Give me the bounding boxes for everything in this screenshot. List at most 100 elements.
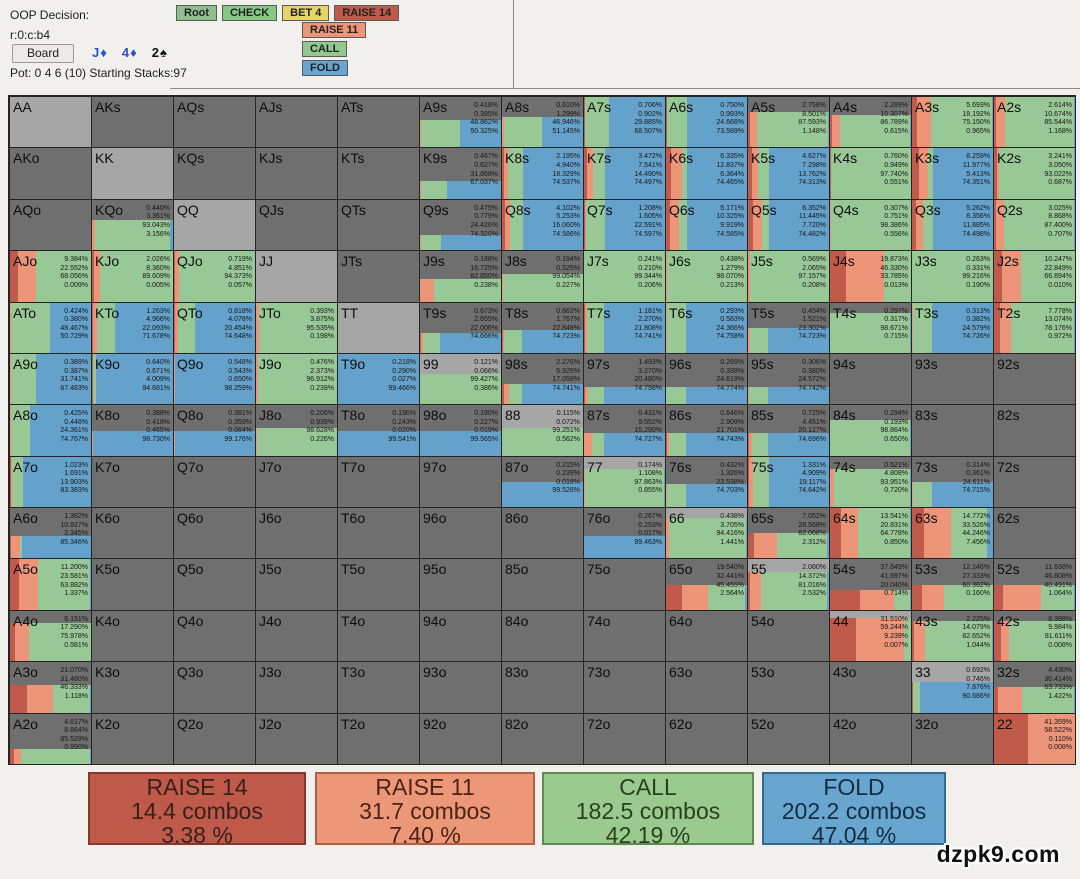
cell-a7o[interactable]: A7o 1.023% 1.691% 13.903% 83.383% bbox=[10, 456, 92, 509]
cell-q9o[interactable]: Q9o 0.548% 0.543% 0.650% 98.259% bbox=[174, 353, 256, 406]
cell-t9s[interactable]: T9s 0.673% 2.655% 22.006% 74.666% bbox=[420, 302, 502, 354]
cell-53o[interactable]: 53o bbox=[748, 662, 830, 714]
cell-ats[interactable]: ATs bbox=[338, 97, 420, 149]
cell-t7s[interactable]: T7s 1.181% 2.270% 21.808% 74.741% bbox=[584, 302, 666, 354]
cell-93s[interactable]: 93s bbox=[912, 353, 994, 406]
cell-q6s[interactable]: Q6s 5.171% 10.325% 9.919% 74.585% bbox=[666, 199, 748, 252]
cell-62s[interactable]: 62s bbox=[994, 508, 1076, 560]
board-button[interactable]: Board bbox=[12, 44, 74, 63]
nav-raise-11-button[interactable]: RAISE 11 bbox=[302, 22, 367, 38]
cell-kts[interactable]: KTs bbox=[338, 148, 420, 200]
cell-66[interactable]: 66 0.438% 3.705% 94.416% 1.441% bbox=[666, 508, 748, 560]
cell-72o[interactable]: 72o bbox=[584, 713, 666, 765]
cell-54o[interactable]: 54o bbox=[748, 610, 830, 663]
cell-k3o[interactable]: K3o bbox=[92, 662, 174, 714]
cell-75o[interactable]: 75o bbox=[584, 559, 666, 611]
cell-98o[interactable]: 98o 0.190% 0.227% 0.019% 99.565% bbox=[420, 405, 502, 457]
cell-k3s[interactable]: K3s 8.259% 11.977% 5.413% 74.351% bbox=[912, 148, 994, 200]
cell-j9o[interactable]: J9o 0.476% 2.373% 96.912% 0.239% bbox=[256, 353, 338, 406]
cell-a4o[interactable]: A4o 6.151% 17.290% 75.978% 0.581% bbox=[10, 610, 92, 663]
cell-ato[interactable]: ATo 0.424% 0.380% 48.467% 50.729% bbox=[10, 302, 92, 354]
cell-kjs[interactable]: KJs bbox=[256, 148, 338, 200]
cell-64o[interactable]: 64o bbox=[666, 610, 748, 663]
cell-84o[interactable]: 84o bbox=[502, 610, 584, 663]
cell-62o[interactable]: 62o bbox=[666, 713, 748, 765]
cell-j7s[interactable]: J7s 0.241% 0.210% 99.344% 0.206% bbox=[584, 251, 666, 303]
cell-t5s[interactable]: T5s 0.454% 1.521% 23.302% 74.723% bbox=[748, 302, 830, 354]
cell-t4o[interactable]: T4o bbox=[338, 610, 420, 663]
cell-82s[interactable]: 82s bbox=[994, 405, 1076, 457]
cell-t6s[interactable]: T6s 0.293% 0.583% 24.366% 74.758% bbox=[666, 302, 748, 354]
cell-95s[interactable]: 95s 0.306% 0.380% 24.572% 74.742% bbox=[748, 353, 830, 406]
cell-t3o[interactable]: T3o bbox=[338, 662, 420, 714]
cell-92o[interactable]: 92o bbox=[420, 713, 502, 765]
nav-check-button[interactable]: CHECK bbox=[222, 5, 278, 21]
cell-jj[interactable]: JJ bbox=[256, 251, 338, 303]
cell-j6o[interactable]: J6o bbox=[256, 508, 338, 560]
cell-a9s[interactable]: A9s 0.418% 0.395% 48.862% 50.325% bbox=[420, 97, 502, 149]
cell-k9s[interactable]: K9s 0.467% 0.627% 31.868% 67.037% bbox=[420, 148, 502, 200]
cell-a6s[interactable]: A6s 0.750% 0.993% 24.668% 73.589% bbox=[666, 97, 748, 149]
cell-kqs[interactable]: KQs bbox=[174, 148, 256, 200]
cell-32s[interactable]: 32s 4.430% 30.414% 63.733% 1.422% bbox=[994, 662, 1076, 714]
cell-96s[interactable]: 96s 0.269% 0.338% 24.619% 74.774% bbox=[666, 353, 748, 406]
cell-k2s[interactable]: K2s 3.241% 3.050% 93.022% 0.687% bbox=[994, 148, 1076, 200]
cell-q5o[interactable]: Q5o bbox=[174, 559, 256, 611]
cell-ajs[interactable]: AJs bbox=[256, 97, 338, 149]
cell-j4s[interactable]: J4s 19.873% 46.330% 33.785% 0.013% bbox=[830, 251, 912, 303]
cell-86s[interactable]: 86s 0.646% 2.909% 21.701% 74.743% bbox=[666, 405, 748, 457]
cell-64s[interactable]: 64s 13.541% 20.831% 64.778% 0.850% bbox=[830, 508, 912, 560]
cell-j9s[interactable]: J9s 0.188% 16.725% 82.850% 0.238% bbox=[420, 251, 502, 303]
cell-52o[interactable]: 52o bbox=[748, 713, 830, 765]
cell-k2o[interactable]: K2o bbox=[92, 713, 174, 765]
cell-k4o[interactable]: K4o bbox=[92, 610, 174, 663]
cell-a3s[interactable]: A3s 5.693% 18.192% 75.150% 0.965% bbox=[912, 97, 994, 149]
cell-kjo[interactable]: KJo 2.026% 8.360% 89.609% 0.005% bbox=[92, 251, 174, 303]
cell-aqo[interactable]: AQo bbox=[10, 199, 92, 252]
cell-q8o[interactable]: Q8o 0.381% 0.359% 0.084% 99.176% bbox=[174, 405, 256, 457]
cell-44[interactable]: 44 31.510% 59.244% 9.239% 0.007% bbox=[830, 610, 912, 663]
cell-kk[interactable]: KK bbox=[92, 148, 174, 200]
cell-t7o[interactable]: T7o bbox=[338, 456, 420, 509]
cell-83s[interactable]: 83s bbox=[912, 405, 994, 457]
nav-raise-14-button[interactable]: RAISE 14 bbox=[334, 5, 400, 21]
cell-j4o[interactable]: J4o bbox=[256, 610, 338, 663]
cell-t2s[interactable]: T2s 7.778% 13.074% 78.176% 0.972% bbox=[994, 302, 1076, 354]
cell-k7s[interactable]: K7s 3.472% 7.541% 14.490% 74.497% bbox=[584, 148, 666, 200]
cell-tt[interactable]: TT bbox=[338, 302, 420, 354]
cell-a2s[interactable]: A2s 2.614% 10.674% 85.544% 1.168% bbox=[994, 97, 1076, 149]
cell-qts[interactable]: QTs bbox=[338, 199, 420, 252]
cell-a6o[interactable]: A6o 1.382% 10.927% 2.345% 85.346% bbox=[10, 508, 92, 560]
cell-72s[interactable]: 72s bbox=[994, 456, 1076, 509]
cell-77[interactable]: 77 0.174% 1.108% 97.863% 0.855% bbox=[584, 456, 666, 509]
cell-a5s[interactable]: A5s 2.758% 8.501% 87.593% 1.148% bbox=[748, 97, 830, 149]
cell-32o[interactable]: 32o bbox=[912, 713, 994, 765]
cell-qjo[interactable]: QJo 0.719% 4.851% 94.373% 0.057% bbox=[174, 251, 256, 303]
cell-kqo[interactable]: KQo 0.440% 3.361% 93.043% 3.156% bbox=[92, 199, 174, 252]
cell-73s[interactable]: 73s 0.314% 0.361% 24.611% 74.715% bbox=[912, 456, 994, 509]
cell-q3s[interactable]: Q3s 5.262% 8.356% 11.885% 74.498% bbox=[912, 199, 994, 252]
cell-j8s[interactable]: J8s 0.194% 0.525% 99.054% 0.227% bbox=[502, 251, 584, 303]
cell-t2o[interactable]: T2o bbox=[338, 713, 420, 765]
cell-t8o[interactable]: T8o 0.196% 0.243% 0.020% 99.541% bbox=[338, 405, 420, 457]
cell-85s[interactable]: 85s 0.725% 4.451% 20.127% 74.696% bbox=[748, 405, 830, 457]
cell-qq[interactable]: QQ bbox=[174, 199, 256, 252]
cell-95o[interactable]: 95o bbox=[420, 559, 502, 611]
cell-a5o[interactable]: A5o 11.200% 23.581% 63.882% 1.337% bbox=[10, 559, 92, 611]
cell-k9o[interactable]: K9o 0.640% 0.671% 4.009% 94.681% bbox=[92, 353, 174, 406]
cell-q5s[interactable]: Q5s 6.352% 11.445% 7.720% 74.482% bbox=[748, 199, 830, 252]
cell-a7s[interactable]: A7s 0.706% 0.902% 29.885% 68.507% bbox=[584, 97, 666, 149]
cell-97o[interactable]: 97o bbox=[420, 456, 502, 509]
cell-q2s[interactable]: Q2s 3.025% 8.868% 87.400% 0.707% bbox=[994, 199, 1076, 252]
cell-74o[interactable]: 74o bbox=[584, 610, 666, 663]
cell-98s[interactable]: 98s 2.276% 5.925% 17.058% 74.741% bbox=[502, 353, 584, 406]
cell-76o[interactable]: 76o 0.267% 0.253% 0.017% 99.463% bbox=[584, 508, 666, 560]
cell-a2o[interactable]: A2o 4.617% 8.864% 85.529% 0.990% bbox=[10, 713, 92, 765]
cell-t6o[interactable]: T6o bbox=[338, 508, 420, 560]
cell-ako[interactable]: AKo bbox=[10, 148, 92, 200]
cell-j3s[interactable]: J3s 0.263% 0.331% 99.216% 0.190% bbox=[912, 251, 994, 303]
nav-bet-4-button[interactable]: BET 4 bbox=[282, 5, 330, 21]
cell-jts[interactable]: JTs bbox=[338, 251, 420, 303]
cell-94s[interactable]: 94s bbox=[830, 353, 912, 406]
cell-aa[interactable]: AA bbox=[10, 97, 92, 149]
